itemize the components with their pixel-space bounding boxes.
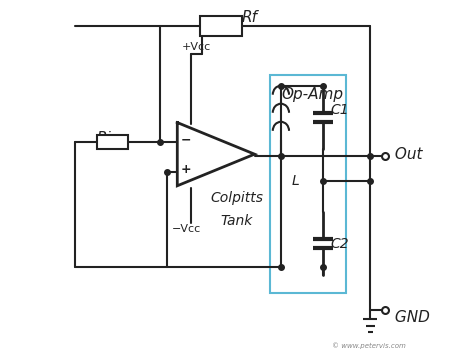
Text: −Vcc: −Vcc bbox=[172, 224, 201, 234]
Text: © www.petervis.com: © www.petervis.com bbox=[332, 342, 406, 349]
Bar bbox=[97, 135, 128, 149]
Text: GND: GND bbox=[390, 310, 429, 325]
Text: Rin: Rin bbox=[97, 131, 121, 146]
Text: C2: C2 bbox=[330, 237, 349, 251]
Text: −: − bbox=[181, 133, 191, 147]
Text: +: + bbox=[181, 164, 191, 177]
Bar bbox=[270, 75, 346, 293]
Text: +Vcc: +Vcc bbox=[182, 42, 211, 52]
Text: Op-Amp: Op-Amp bbox=[281, 87, 343, 102]
Bar bbox=[200, 16, 242, 36]
Text: C1: C1 bbox=[330, 103, 349, 117]
Text: L: L bbox=[292, 173, 299, 188]
Text: Colpitts: Colpitts bbox=[210, 191, 264, 205]
Text: Out: Out bbox=[390, 147, 422, 162]
Text: Rf: Rf bbox=[241, 10, 257, 25]
Text: Tank: Tank bbox=[221, 214, 253, 228]
